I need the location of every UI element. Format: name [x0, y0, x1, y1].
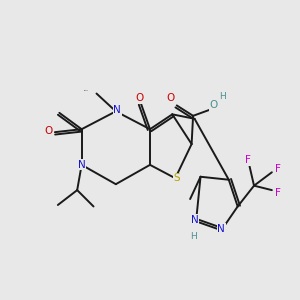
Text: O: O: [136, 93, 144, 103]
Text: N: N: [113, 105, 121, 115]
Text: methyl: methyl: [84, 90, 88, 91]
Text: N: N: [78, 160, 86, 170]
Text: F: F: [245, 155, 251, 165]
Text: O: O: [45, 126, 53, 136]
Text: F: F: [275, 188, 281, 198]
Text: N: N: [191, 215, 199, 225]
Text: S: S: [173, 173, 180, 183]
Text: O: O: [167, 93, 175, 103]
Text: N: N: [218, 224, 225, 234]
Text: H: H: [190, 232, 196, 241]
Text: H: H: [219, 92, 226, 101]
Text: O: O: [210, 100, 218, 110]
Text: F: F: [275, 164, 281, 174]
